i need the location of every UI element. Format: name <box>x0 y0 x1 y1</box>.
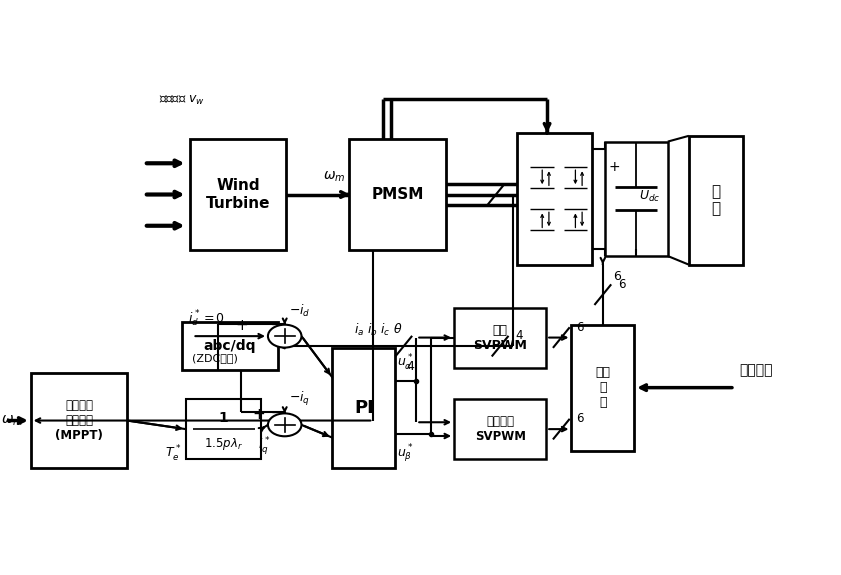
Text: 负
载: 负 载 <box>711 184 721 216</box>
Text: 故障信号: 故障信号 <box>739 363 773 377</box>
Text: $-$: $-$ <box>270 405 283 419</box>
Text: $i_q^*$: $i_q^*$ <box>257 435 270 457</box>
Circle shape <box>268 325 301 347</box>
Bar <box>349 139 446 250</box>
Bar <box>454 308 547 367</box>
Text: 容错缓冲
SVPWM: 容错缓冲 SVPWM <box>474 415 526 443</box>
Text: abc/dq: abc/dq <box>204 339 256 353</box>
Text: PI: PI <box>354 398 373 417</box>
Text: 6: 6 <box>576 412 584 426</box>
Text: 正常
SVPWM: 正常 SVPWM <box>473 324 527 351</box>
Bar <box>186 399 262 459</box>
Bar <box>190 139 287 250</box>
Text: 6: 6 <box>618 278 626 291</box>
Text: 最优转矩
控制模块
(MPPT): 最优转矩 控制模块 (MPPT) <box>55 399 103 442</box>
Text: $-i_q$: $-i_q$ <box>289 390 310 408</box>
Text: $u_\alpha^*$: $u_\alpha^*$ <box>397 352 414 373</box>
Text: $\omega_m$: $\omega_m$ <box>2 413 24 428</box>
Text: 6: 6 <box>576 321 584 333</box>
Text: $+$: $+$ <box>252 407 266 422</box>
Text: $1.5p\lambda_r$: $1.5p\lambda_r$ <box>204 436 243 452</box>
Text: $u_\beta^*$: $u_\beta^*$ <box>397 443 414 465</box>
Text: PMSM: PMSM <box>371 187 424 202</box>
Bar <box>517 133 592 264</box>
Text: 算法
切
换: 算法 切 换 <box>595 366 611 409</box>
Text: $T_e^*$: $T_e^*$ <box>165 443 182 463</box>
Text: $+$: $+$ <box>235 319 248 333</box>
Text: 输入风速 $v_w$: 输入风速 $v_w$ <box>159 94 204 108</box>
Text: 6: 6 <box>613 270 621 283</box>
Bar <box>571 325 634 451</box>
Text: 4: 4 <box>516 329 523 342</box>
Text: 1: 1 <box>219 411 229 426</box>
Text: Wind
Turbine: Wind Turbine <box>206 178 271 210</box>
Text: $i_a$ $i_b$ $i_c$ $\theta$: $i_a$ $i_b$ $i_c$ $\theta$ <box>354 321 403 338</box>
Text: $-i_d$: $-i_d$ <box>289 303 310 319</box>
Text: $U_{dc}$: $U_{dc}$ <box>639 189 661 204</box>
Text: $i_d^*=0$: $i_d^*=0$ <box>188 309 225 329</box>
Bar <box>605 141 668 256</box>
Text: +: + <box>609 160 620 174</box>
Circle shape <box>268 413 301 436</box>
Text: $\omega_m$: $\omega_m$ <box>323 170 345 184</box>
Text: 4: 4 <box>406 361 415 373</box>
Text: (ZDC控制): (ZDC控制) <box>193 353 238 363</box>
Bar <box>454 399 547 459</box>
Bar <box>182 322 278 370</box>
Bar <box>689 136 743 264</box>
Text: $-$: $-$ <box>270 317 283 331</box>
Bar <box>31 373 127 467</box>
Bar <box>332 347 395 467</box>
